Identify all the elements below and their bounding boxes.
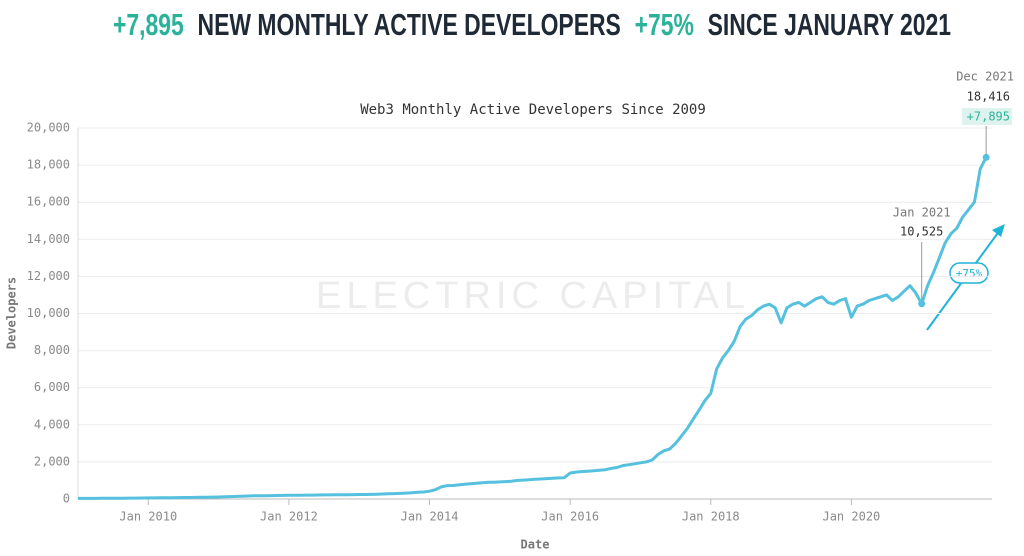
start-dot [918, 300, 926, 308]
y-tick-label: 0 [63, 492, 70, 506]
watermark: ELECTRIC CAPITAL [316, 275, 750, 317]
y-tick-label: 12,000 [27, 269, 70, 283]
y-tick-label: 16,000 [27, 195, 70, 209]
headline: +7,895 NEW MONTHLY ACTIVE DEVELOPERS +75… [113, 7, 951, 42]
x-tick-label: Jan 2010 [119, 510, 177, 524]
peak-dot [982, 153, 990, 161]
y-tick-label: 4,000 [34, 417, 70, 431]
x-axis-label: Date [521, 538, 550, 552]
growth-label: +75% [956, 267, 983, 280]
peak-change-box [962, 108, 1012, 125]
y-tick-label: 2,000 [34, 454, 70, 468]
headline-text: SINCE JANUARY 2021 [708, 7, 951, 42]
y-tick-label: 20,000 [27, 121, 70, 135]
start-date: Jan 2021 [893, 206, 951, 220]
y-tick-label: 14,000 [27, 232, 70, 246]
data-line [78, 156, 988, 500]
x-tick-label: Jan 2012 [260, 510, 318, 524]
arrow-head [992, 224, 1005, 237]
chart-title: Web3 Monthly Active Developers Since 200… [360, 102, 706, 118]
y-tick-label: 10,000 [27, 306, 70, 320]
y-tick-label: 18,000 [27, 158, 70, 172]
headline-number: +7,895 [113, 7, 184, 42]
growth-badge [949, 262, 989, 284]
peak-date: Dec 2021 [956, 70, 1014, 84]
x-tick-label: Jan 2014 [401, 510, 459, 524]
y-axis-label: Developers [5, 277, 19, 349]
headline-percent: +75% [635, 7, 694, 42]
start-value: 10,525 [900, 225, 943, 239]
peak-value: 18,416 [967, 90, 1010, 104]
x-tick-label: Jan 2020 [822, 510, 880, 524]
headline-text: NEW MONTHLY ACTIVE DEVELOPERS [198, 7, 621, 42]
x-tick-label: Jan 2016 [541, 510, 599, 524]
growth-arrow: +75% [926, 224, 1005, 331]
y-tick-label: 6,000 [34, 380, 70, 394]
x-tick-label: Jan 2018 [682, 510, 740, 524]
peak-change: +7,895 [967, 110, 1010, 124]
y-tick-label: 8,000 [34, 343, 70, 357]
